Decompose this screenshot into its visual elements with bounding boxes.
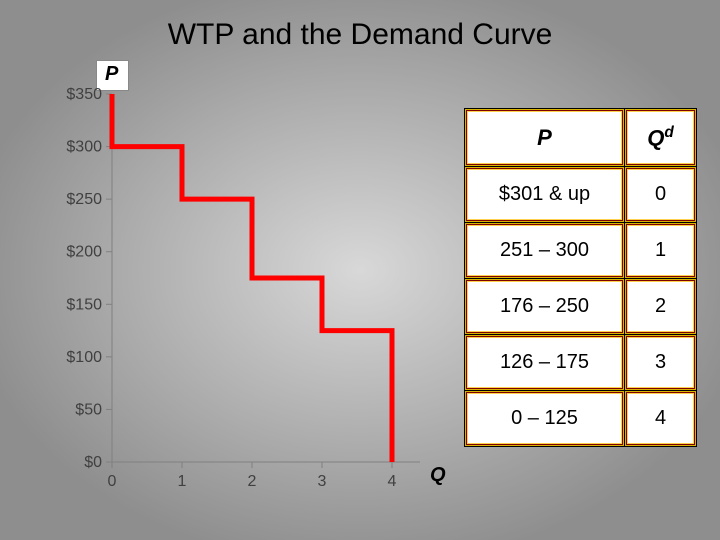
table-row: 176 – 2502 [465,279,697,335]
table-body: $301 & up0251 – 3001176 – 2502126 – 1753… [465,167,697,447]
cell-quantity: 2 [625,279,697,335]
slide-title: WTP and the Demand Curve [0,18,720,52]
svg-text:2: 2 [248,473,257,490]
svg-text:0: 0 [108,473,117,490]
axis-label-q: Q [430,464,446,487]
svg-text:$50: $50 [75,401,102,418]
demand-schedule-table: P Qd $301 & up0251 – 3001176 – 2502126 –… [464,108,697,447]
cell-quantity: 0 [625,167,697,223]
table-row: 0 – 1254 [465,391,697,447]
cell-price-range: 251 – 300 [465,223,625,279]
cell-quantity: 1 [625,223,697,279]
cell-price-range: 0 – 125 [465,391,625,447]
cell-price-range: $301 & up [465,167,625,223]
svg-text:$350: $350 [66,86,102,103]
demand-chart-svg: $0 $50 $100 $150 $200 $250 $300 $350 0 1 2 3 4 [20,80,430,500]
cell-price-range: 126 – 175 [465,335,625,391]
svg-text:$100: $100 [66,349,102,366]
table-header-row: P Qd [465,109,697,167]
svg-text:3: 3 [318,473,327,490]
table-row: $301 & up0 [465,167,697,223]
svg-text:$150: $150 [66,296,102,313]
svg-text:$200: $200 [66,244,102,261]
cell-quantity: 4 [625,391,697,447]
cell-quantity: 3 [625,335,697,391]
header-qd: Qd [625,109,697,167]
svg-text:$0: $0 [84,454,102,471]
svg-text:4: 4 [388,473,397,490]
slide-root: WTP and the Demand Curve P Q $0 $50 $100 $1… [0,0,720,540]
svg-text:1: 1 [178,473,187,490]
header-p: P [465,109,625,167]
svg-text:$250: $250 [66,191,102,208]
table-row: 126 – 1753 [465,335,697,391]
svg-text:$300: $300 [66,139,102,156]
demand-chart: $0 $50 $100 $150 $200 $250 $300 $350 0 1 2 3 4 [20,80,430,500]
cell-price-range: 176 – 250 [465,279,625,335]
table-row: 251 – 3001 [465,223,697,279]
